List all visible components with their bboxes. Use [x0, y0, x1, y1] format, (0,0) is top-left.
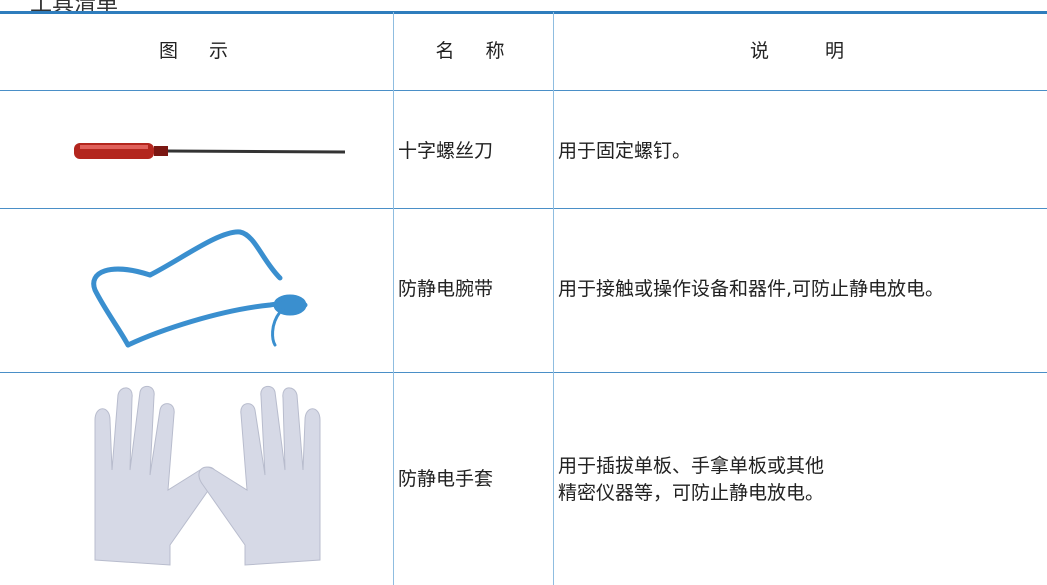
row-line	[0, 372, 1047, 373]
row-line	[0, 90, 1047, 91]
wrist-strap	[91, 229, 308, 348]
illustrations	[74, 143, 346, 566]
tool-description: 用于插拔单板、手拿单板或其他 精密仪器等，可防止静电放电。	[558, 455, 825, 504]
col-line	[553, 12, 554, 585]
row-line	[0, 208, 1047, 209]
gloves	[94, 385, 321, 566]
top-rule	[0, 11, 1047, 14]
tool-name: 防静电腕带	[398, 278, 494, 300]
tool-description: 用于固定螺钉。	[558, 140, 692, 162]
column-header: 说 明	[749, 40, 850, 62]
column-header: 名 称	[435, 40, 511, 62]
screwdriver	[74, 143, 346, 159]
col-line	[393, 12, 394, 585]
column-header: 图 示	[158, 40, 234, 62]
tool-name: 防静电手套	[398, 468, 494, 490]
tool-name: 十字螺丝刀	[398, 140, 494, 162]
tool-description: 用于接触或操作设备和器件,可防止静电放电。	[558, 278, 945, 300]
